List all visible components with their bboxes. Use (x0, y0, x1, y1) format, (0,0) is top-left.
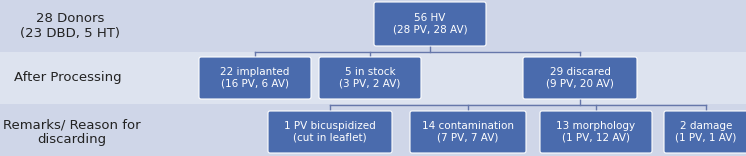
Text: 5 in stock
(3 PV, 2 AV): 5 in stock (3 PV, 2 AV) (339, 67, 401, 89)
Text: Remarks/ Reason for
discarding: Remarks/ Reason for discarding (3, 118, 141, 146)
Text: 28 Donors
(23 DBD, 5 HT): 28 Donors (23 DBD, 5 HT) (20, 12, 120, 40)
FancyBboxPatch shape (268, 111, 392, 153)
Bar (0, 52, 746, 104)
Bar (0, 0, 746, 52)
Text: 13 morphology
(1 PV, 12 AV): 13 morphology (1 PV, 12 AV) (557, 121, 636, 143)
Text: 1 PV bicuspidized
(cut in leaflet): 1 PV bicuspidized (cut in leaflet) (284, 121, 376, 143)
FancyBboxPatch shape (410, 111, 526, 153)
Text: 56 HV
(28 PV, 28 AV): 56 HV (28 PV, 28 AV) (392, 13, 467, 35)
FancyBboxPatch shape (374, 2, 486, 46)
FancyBboxPatch shape (319, 57, 421, 99)
Bar (0, 104, 746, 156)
Text: 14 contamination
(7 PV, 7 AV): 14 contamination (7 PV, 7 AV) (422, 121, 514, 143)
FancyBboxPatch shape (199, 57, 311, 99)
FancyBboxPatch shape (540, 111, 652, 153)
Text: After Processing: After Processing (14, 71, 122, 85)
Text: 29 discared
(9 PV, 20 AV): 29 discared (9 PV, 20 AV) (546, 67, 614, 89)
FancyBboxPatch shape (664, 111, 746, 153)
Text: 22 implanted
(16 PV, 6 AV): 22 implanted (16 PV, 6 AV) (220, 67, 289, 89)
FancyBboxPatch shape (523, 57, 637, 99)
Text: 2 damage
(1 PV, 1 AV): 2 damage (1 PV, 1 AV) (675, 121, 737, 143)
